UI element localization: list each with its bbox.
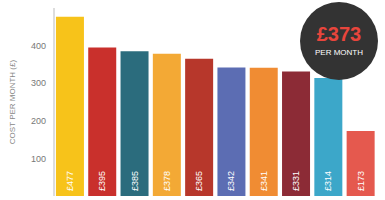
svg-text:£385: £385 — [130, 171, 140, 191]
svg-text:£173: £173 — [356, 171, 366, 191]
svg-text:£341: £341 — [259, 171, 269, 191]
html-text:£373: £373 — [316, 23, 362, 45]
svg-text:COST PER MONTH (£): COST PER MONTH (£) — [8, 60, 17, 145]
svg-text:300: 300 — [31, 78, 46, 88]
svg-text:100: 100 — [31, 154, 46, 164]
svg-text:400: 400 — [31, 41, 46, 51]
svg-text:£477: £477 — [65, 171, 75, 191]
svg-text:£395: £395 — [97, 171, 107, 191]
svg-text:£365: £365 — [194, 171, 204, 191]
svg-text:£331: £331 — [291, 171, 301, 191]
svg-text:200: 200 — [31, 116, 46, 126]
svg-text:£314: £314 — [323, 171, 333, 191]
svg-text:£378: £378 — [162, 171, 172, 191]
svg-text:£342: £342 — [226, 171, 236, 191]
html-text:PER MONTH: PER MONTH — [315, 48, 363, 57]
